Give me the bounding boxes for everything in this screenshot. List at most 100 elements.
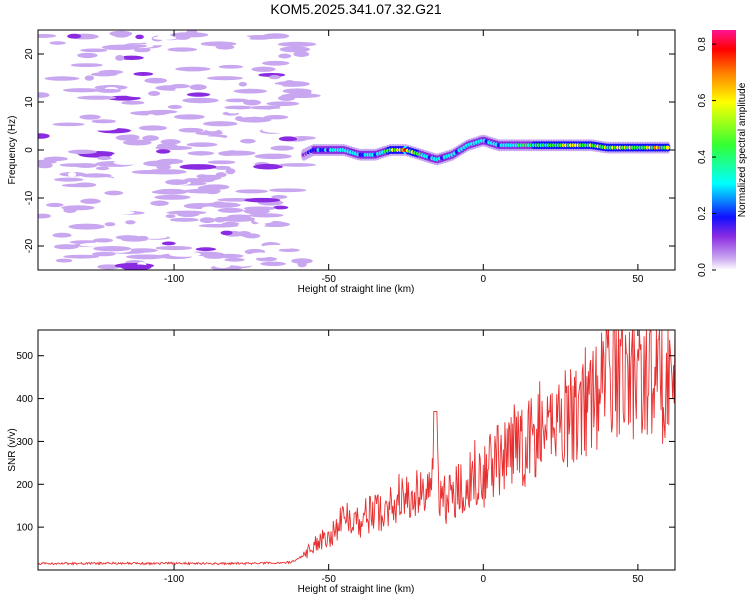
noise-blob [277,41,317,47]
noise-blob [178,109,209,115]
y-tick-label: 100 [16,523,33,534]
noise-blob [138,125,168,131]
x-tick-label: -100 [164,574,184,585]
noise-blob [145,39,167,46]
noise-blob [293,51,310,58]
noise-blob [285,214,318,220]
noise-blob [233,88,268,94]
spectrogram-y-ticks: -20 -10 0 10 20 [24,48,675,253]
noise-blob [92,238,114,243]
noise-blob [225,98,249,103]
snr-y-ticks: 100 200 300 400 500 [16,351,675,534]
noise-blob [55,258,73,263]
spectrogram-signal-ridge [300,134,671,166]
noise-blob [77,52,98,59]
noise-blob [133,72,154,77]
noise-blob [165,214,176,219]
noise-blob [151,190,182,195]
noise-blob [156,149,171,154]
noise-blob [274,81,310,87]
noise-blob [90,72,118,77]
noise-blob [97,156,112,161]
noise-blob [76,95,117,100]
noise-blob [297,261,307,268]
noise-blob [239,39,278,45]
noise-blob [146,109,178,114]
noise-blob [97,264,120,270]
noise-blob [74,81,109,86]
spectrogram-x-label: Height of straight line (km) [298,284,415,295]
noise-blob [115,55,125,61]
noise-blob [214,262,231,269]
noise-blob [249,252,272,258]
colorbar: 0.0 0.2 0.4 0.6 0.8 Normalized spectral ampl… [697,30,748,277]
spectrogram-y-label: Frequency (Hz) [7,116,18,185]
noise-blob [167,104,183,110]
noise-blob [164,76,202,81]
noise-blob [125,220,136,225]
noise-blob [84,176,114,181]
y-tick-label: 200 [16,480,33,491]
noise-blob [278,53,292,59]
noise-blob [202,121,238,127]
noise-blob [113,159,139,165]
snr-x-ticks: -100 -50 0 50 [164,330,644,585]
noise-blob [219,216,256,222]
noise-blob [106,95,141,101]
noise-blob [169,83,190,89]
noise-blob [263,114,289,120]
noise-blob [240,138,256,144]
noise-blob [213,165,231,170]
noise-blob [95,213,128,219]
noise-blob [235,189,269,194]
noise-blob [144,77,168,84]
noise-blob [254,153,292,160]
noise-blob [291,258,313,264]
noise-blob [143,160,172,167]
colorbar-tick-label: 0.2 [697,206,708,220]
noise-blob [251,66,276,72]
noise-blob [168,251,201,257]
noise-blob [256,256,277,262]
noise-blob [150,200,169,206]
noise-blob [46,202,64,208]
noise-blob [186,92,211,97]
snr-line [38,330,675,566]
snr-y-label: SNR (v/v) [7,428,18,471]
noise-blob [133,47,151,53]
noise-blob [221,221,240,226]
noise-blob [67,149,98,154]
x-tick-label: 50 [632,274,644,285]
noise-blob [59,163,93,167]
noise-blob [96,88,122,93]
noise-blob [270,145,294,151]
noise-blob [206,228,216,234]
noise-blob [136,130,163,135]
noise-blob [196,262,211,267]
noise-blob [272,205,289,210]
noise-blob [178,127,204,133]
noise-blob [219,35,251,41]
noise-blob [104,222,116,227]
noise-blob [38,213,51,219]
noise-blob [283,63,308,69]
noise-blob [61,186,90,192]
noise-blob [201,206,217,212]
noise-blob [266,101,300,107]
x-tick-label: 0 [481,574,487,585]
noise-blob [246,116,264,121]
noise-blob [268,108,293,114]
noise-blob [104,210,135,215]
snr-x-label: Height of straight line (km) [298,584,415,595]
x-tick-label: -50 [321,574,336,585]
noise-blob [224,105,253,110]
x-tick-label: -50 [321,274,336,285]
noise-blob [225,168,236,175]
noise-blob [62,88,102,93]
noise-blob [92,251,116,257]
noise-blob [148,90,161,97]
noise-blob [80,173,112,178]
colorbar-gradient [712,30,736,270]
y-tick-label: 10 [24,96,35,108]
noise-blob [160,139,181,145]
